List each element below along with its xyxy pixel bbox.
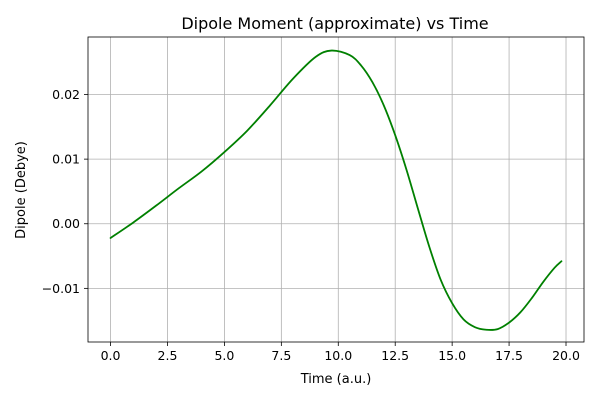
series-line (109, 49, 563, 331)
x-tick-label: 20.0 (552, 348, 580, 363)
x-tick-label: 10.0 (324, 348, 352, 363)
x-tick-label: 15.0 (438, 348, 466, 363)
y-tick-label: 0.01 (52, 152, 80, 167)
x-axis-label: Time (a.u.) (300, 372, 372, 387)
chart-title: Dipole Moment (approximate) vs Time (181, 14, 488, 33)
y-axis-ticks: −0.01 0.00 0.01 0.02 (42, 87, 88, 296)
y-tick-label: −0.01 (42, 281, 80, 296)
plot-frame (87, 36, 585, 343)
y-axis-label: Dipole (Debye) (14, 141, 29, 239)
x-tick-label: 7.5 (271, 348, 291, 363)
x-tick-label: 2.5 (158, 348, 178, 363)
grid (88, 37, 584, 342)
x-tick-label: 0.0 (101, 348, 121, 363)
series-group (109, 49, 563, 331)
x-axis-ticks: 0.0 2.5 5.0 7.5 10.0 12.5 15.0 17.5 20.0 (101, 342, 580, 363)
y-tick-label: 0.00 (52, 216, 80, 231)
x-tick-label: 17.5 (495, 348, 523, 363)
y-tick-label: 0.02 (52, 87, 80, 102)
x-tick-label: 12.5 (381, 348, 409, 363)
x-tick-label: 5.0 (214, 348, 234, 363)
